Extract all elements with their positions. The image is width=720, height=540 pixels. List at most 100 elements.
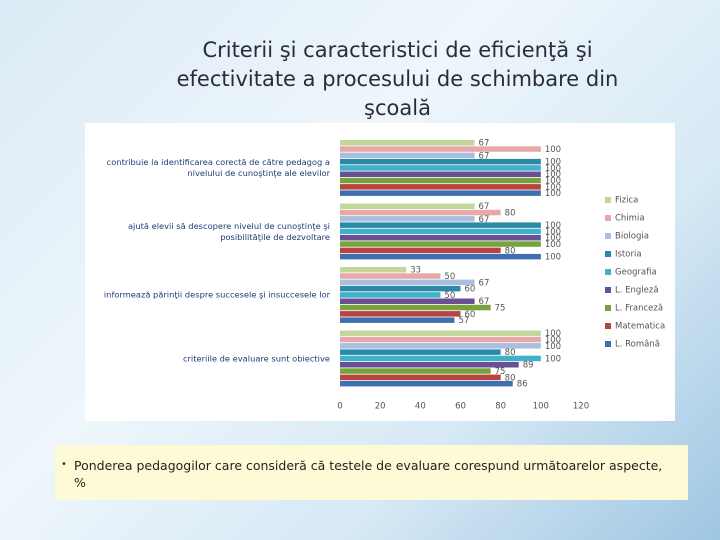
legend-label: Chimia <box>615 214 645 224</box>
chart: 0 20 40 60 80 100 1206710067100100100100100100… <box>337 139 665 412</box>
bar <box>340 374 501 381</box>
legend-swatch <box>605 287 611 293</box>
data-label: 100 <box>545 170 561 180</box>
data-label: 100 <box>545 240 561 250</box>
bar <box>340 158 541 165</box>
bullet: • <box>61 459 67 470</box>
legend-label: Istoria <box>615 250 642 260</box>
bar <box>340 317 455 323</box>
data-label: 100 <box>545 164 561 174</box>
data-label: 100 <box>545 189 561 199</box>
bar <box>340 330 541 336</box>
bar <box>340 152 475 159</box>
data-label: 86 <box>517 380 528 390</box>
bar <box>340 184 541 190</box>
bar <box>340 349 501 355</box>
data-label: 89 <box>523 361 534 371</box>
data-label: 75 <box>495 303 506 313</box>
bar <box>340 285 461 292</box>
bar <box>340 222 541 228</box>
data-label: 100 <box>545 335 561 345</box>
bar <box>340 273 441 279</box>
bar <box>340 253 541 260</box>
chart-area: 0 20 40 60 80 100 120 67 100 67 100 100 100 100 100 100… <box>85 123 675 421</box>
legend-swatch <box>605 323 611 329</box>
bar <box>340 165 541 171</box>
data-label: 100 <box>545 158 561 168</box>
data-label: 50 <box>444 272 455 282</box>
data-label: 67 <box>479 215 490 225</box>
legend-label: Geografia <box>615 268 657 278</box>
data-label: 80 <box>505 246 516 256</box>
bar <box>340 368 491 374</box>
data-label: 60 <box>465 285 476 295</box>
bar <box>340 247 501 254</box>
data-label: 67 <box>479 278 490 288</box>
x-tick-label: 0 <box>337 402 342 412</box>
data-label: 75 <box>495 367 506 377</box>
x-tick-label: 120 <box>573 402 589 412</box>
bar <box>340 209 501 216</box>
legend-label: L. Română <box>615 340 660 350</box>
caption-box: • Ponderea pedagogilor care consideră că… <box>55 445 688 500</box>
legend-swatch <box>605 269 611 275</box>
bar <box>340 228 541 235</box>
x-tick-label: 60 <box>455 402 466 412</box>
legend-label: Matematica <box>615 322 665 332</box>
data-label: 80 <box>505 373 516 383</box>
legend-swatch <box>605 197 611 203</box>
bar <box>340 336 541 343</box>
data-label: 100 <box>545 221 561 231</box>
legend-label: L. Franceză <box>615 304 663 314</box>
bar <box>340 190 541 196</box>
data-label: 100 <box>545 329 561 339</box>
bar <box>340 216 475 222</box>
bar <box>340 267 407 273</box>
legend-swatch <box>605 305 611 311</box>
bar <box>340 203 475 209</box>
bar <box>340 380 513 387</box>
data-label: 100 <box>545 342 561 352</box>
legend-swatch <box>605 215 611 221</box>
bar <box>340 298 475 304</box>
bar <box>340 311 461 317</box>
bar <box>340 241 541 247</box>
bar <box>340 343 541 349</box>
bar <box>340 362 519 368</box>
x-tick-label: 100 <box>533 402 549 412</box>
data-label: 80 <box>505 348 516 358</box>
data-label: 100 <box>545 183 561 193</box>
category-label: ajută elevii să descopere nivelul de cun… <box>127 220 330 242</box>
bar <box>340 292 441 298</box>
bar <box>340 146 541 152</box>
data-label: 60 <box>465 310 476 320</box>
data-label: 100 <box>545 145 561 155</box>
bar <box>340 355 541 362</box>
bar <box>340 304 491 311</box>
data-label: 100 <box>545 253 561 263</box>
data-label: 100 <box>545 176 561 186</box>
data-label: 67 <box>479 139 490 149</box>
x-tick-label: 80 <box>495 402 506 412</box>
legend-label: Biologia <box>615 232 649 242</box>
legend-label: L. Engleză <box>615 286 659 296</box>
data-label: 50 <box>444 291 455 301</box>
data-label: 100 <box>545 354 561 364</box>
slide-title: Criterii şi caracteristici de eficienţă … <box>176 38 619 120</box>
data-label: 100 <box>545 234 561 244</box>
category-label: criteriile de evaluare sunt obiective <box>182 353 330 364</box>
x-tick-label: 20 <box>375 402 386 412</box>
data-label: 57 <box>458 316 469 326</box>
data-label: 67 <box>479 202 490 212</box>
category-label: informează părinţii despre succesele şi … <box>103 289 330 300</box>
legend-swatch <box>605 251 611 257</box>
bar <box>340 279 475 286</box>
legend-swatch <box>605 233 611 239</box>
legend-label: Fizica <box>615 196 638 206</box>
data-label: 67 <box>479 151 490 161</box>
legend-swatch <box>605 341 611 347</box>
data-label: 100 <box>545 227 561 237</box>
x-tick-label: 40 <box>415 402 426 412</box>
category-label: contribuie la identificarea corectă de c… <box>106 157 330 179</box>
